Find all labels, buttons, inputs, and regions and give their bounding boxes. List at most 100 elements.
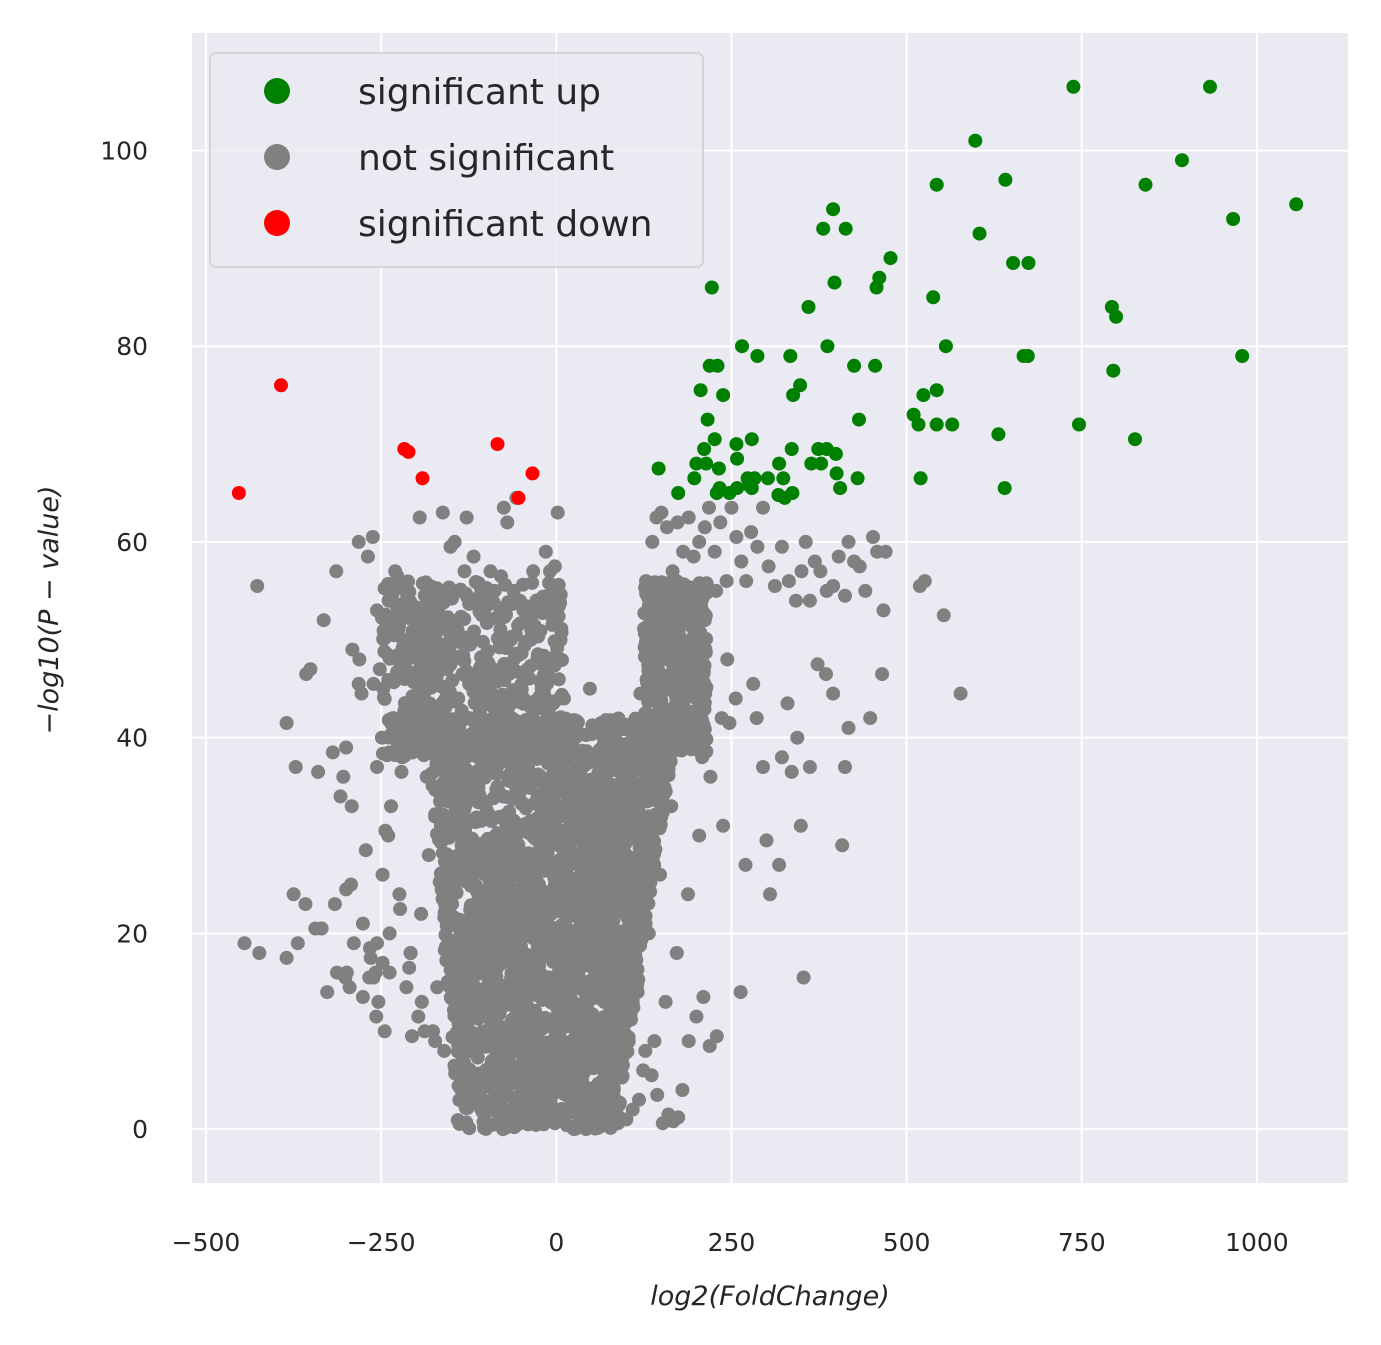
not-significant-point: [492, 640, 507, 655]
significant-up-point: [651, 461, 666, 476]
not-significant-point: [655, 1116, 670, 1131]
not-significant-point: [615, 945, 630, 960]
not-significant-point: [421, 848, 436, 863]
x-tick-label: 500: [883, 1228, 931, 1257]
not-significant-point: [492, 957, 507, 972]
significant-up-point: [833, 481, 848, 496]
significant-up-point: [869, 280, 884, 295]
legend-label-significant-up: significant up: [358, 72, 601, 113]
not-significant-point: [458, 867, 473, 882]
not-significant-point: [756, 760, 770, 774]
not-significant-point: [720, 652, 735, 667]
not-significant-point: [456, 1043, 471, 1058]
significant-up-point: [729, 437, 744, 452]
significant-up-point: [852, 412, 866, 427]
significant-up-point: [827, 275, 842, 290]
not-significant-point: [570, 1117, 585, 1132]
not-significant-point: [551, 672, 566, 687]
not-significant-point: [547, 885, 562, 900]
not-significant-point: [563, 1034, 578, 1049]
legend-marker-not-significant: [264, 144, 290, 170]
not-significant-point: [492, 1043, 507, 1058]
not-significant-point: [541, 668, 556, 683]
not-significant-point: [412, 510, 427, 525]
not-significant-point: [370, 936, 384, 951]
not-significant-point: [709, 583, 724, 598]
not-significant-point: [591, 1117, 606, 1132]
not-significant-point: [480, 1003, 495, 1017]
not-significant-point: [431, 730, 446, 745]
y-tick-label: 0: [132, 1115, 148, 1144]
not-significant-point: [516, 1085, 531, 1100]
not-significant-point: [649, 624, 664, 639]
significant-up-point: [776, 471, 791, 486]
not-significant-point: [734, 554, 749, 569]
not-significant-point: [363, 950, 378, 965]
y-tick-label: 80: [116, 332, 148, 361]
not-significant-point: [636, 1063, 651, 1078]
not-significant-point: [613, 1017, 628, 1032]
not-significant-point: [774, 539, 789, 554]
not-significant-point: [767, 579, 782, 593]
not-significant-point: [469, 810, 484, 825]
not-significant-point: [608, 978, 623, 993]
not-significant-point: [449, 950, 464, 965]
x-axis-title: log2(FoldChange): [650, 1281, 889, 1312]
not-significant-point: [729, 530, 744, 544]
not-significant-point: [638, 635, 653, 649]
significant-up-point: [693, 383, 708, 398]
not-significant-point: [288, 760, 303, 774]
significant-up-point: [883, 251, 898, 266]
y-axis-title: −log10(P − value): [34, 485, 65, 734]
not-significant-point: [646, 838, 661, 853]
not-significant-point: [602, 1004, 617, 1019]
not-significant-point: [831, 549, 846, 564]
not-significant-point: [468, 575, 483, 589]
not-significant-point: [392, 887, 407, 902]
not-significant-point: [582, 1083, 597, 1098]
not-significant-point: [713, 515, 728, 530]
not-significant-point: [813, 564, 828, 579]
not-significant-point: [509, 1095, 524, 1110]
series-not-significant: [237, 490, 968, 1137]
not-significant-point: [505, 686, 519, 701]
not-significant-point: [878, 544, 893, 559]
not-significant-point: [592, 746, 607, 761]
significant-up-point: [868, 358, 883, 373]
legend-marker-significant-up: [264, 78, 290, 104]
not-significant-point: [594, 878, 608, 893]
not-significant-point: [540, 1089, 555, 1103]
significant-up-point: [838, 221, 853, 236]
not-significant-point: [545, 610, 560, 625]
significant-up-point: [814, 456, 829, 471]
not-significant-point: [314, 921, 329, 936]
not-significant-point: [697, 520, 712, 535]
not-significant-point: [464, 945, 479, 960]
not-significant-point: [547, 1116, 562, 1131]
not-significant-point: [633, 686, 648, 701]
significant-up-point: [913, 471, 928, 486]
not-significant-point: [597, 1063, 611, 1078]
legend: significant up not significant significa…: [209, 52, 704, 268]
not-significant-point: [411, 1009, 426, 1024]
not-significant-point: [405, 1029, 419, 1044]
significant-up-point: [1021, 256, 1036, 270]
significant-up-point: [916, 388, 931, 403]
significant-up-point: [1175, 153, 1189, 168]
x-tick-label: −250: [347, 1228, 416, 1257]
not-significant-point: [826, 686, 841, 701]
not-significant-point: [352, 652, 367, 667]
not-significant-point: [395, 750, 410, 765]
not-significant-point: [484, 760, 499, 774]
not-significant-point: [686, 549, 701, 564]
not-significant-point: [472, 884, 487, 899]
significant-up-point: [829, 466, 844, 481]
not-significant-point: [501, 943, 516, 957]
significant-up-point: [938, 339, 953, 354]
not-significant-point: [694, 746, 709, 761]
not-significant-point: [675, 689, 690, 704]
not-significant-point: [798, 534, 813, 549]
not-significant-point: [793, 818, 808, 833]
not-significant-point: [484, 814, 499, 828]
not-significant-point: [475, 849, 490, 864]
